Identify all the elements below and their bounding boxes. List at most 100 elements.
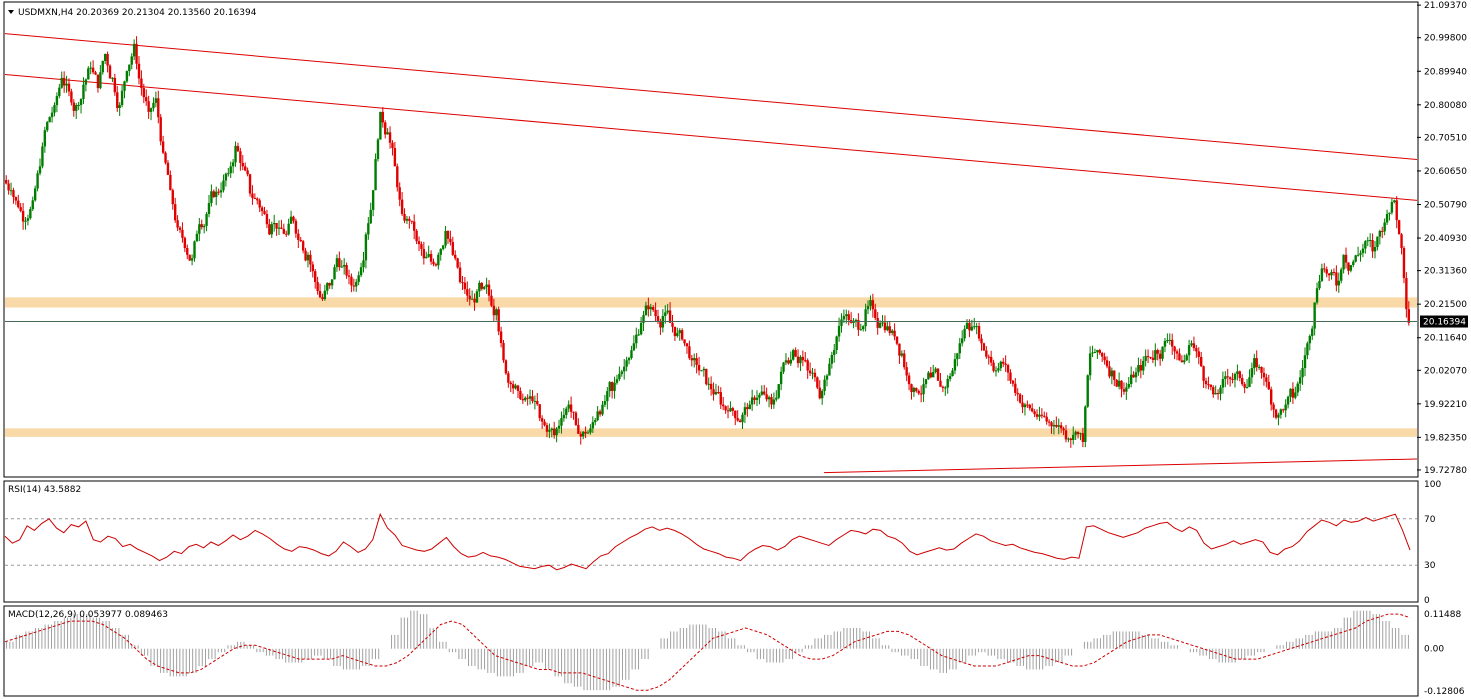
candle-body: [1006, 365, 1010, 373]
candle-body: [1388, 212, 1391, 214]
candle-body: [490, 295, 493, 306]
candle-body: [666, 310, 669, 313]
candle-body: [1132, 374, 1135, 378]
candle-body: [1187, 345, 1191, 356]
candle-body: [299, 239, 302, 242]
candle-body: [1079, 433, 1082, 435]
candle-body: [99, 72, 102, 89]
rsi-panel[interactable]: [3, 480, 1419, 603]
price-tick-label: 20.60650: [1424, 167, 1467, 177]
candle-body: [1267, 381, 1270, 390]
candle-body: [166, 162, 170, 175]
candle-body: [1405, 278, 1408, 310]
candle-body: [338, 258, 341, 268]
trendline[interactable]: [4, 33, 1418, 161]
candle-body: [659, 320, 662, 328]
candle-body: [1308, 335, 1312, 344]
candle-body: [560, 418, 563, 426]
candle-body: [335, 258, 339, 268]
candle-body: [985, 350, 988, 357]
candle-body: [734, 410, 737, 419]
candle-body: [1076, 431, 1080, 434]
candle-body: [992, 362, 995, 371]
candle-body: [1289, 388, 1292, 397]
candle-body: [1180, 360, 1184, 363]
candle-body: [1376, 236, 1379, 248]
candle-body: [721, 404, 725, 407]
candle-body: [1014, 383, 1017, 393]
candle-body: [565, 408, 568, 415]
candle-body: [161, 141, 165, 153]
candle-body: [615, 379, 619, 383]
candle-body: [246, 170, 249, 175]
candle-body: [386, 132, 389, 135]
candle-body: [425, 256, 428, 259]
candle-body: [1282, 409, 1285, 411]
candle-body: [915, 387, 918, 391]
candle-body: [142, 88, 146, 98]
candle-body: [907, 375, 911, 385]
candle-body: [1301, 368, 1304, 378]
candle-body: [275, 222, 278, 229]
candle-body: [58, 87, 61, 97]
candle-body: [1320, 268, 1324, 281]
candle-body: [1168, 339, 1171, 341]
candle-body: [594, 420, 597, 423]
macd-signal-line: [4, 613, 1411, 691]
candle-body: [671, 322, 674, 327]
candle-body: [601, 404, 604, 415]
candle-body: [96, 74, 100, 89]
candle-body: [475, 291, 479, 303]
candle-body: [596, 411, 599, 421]
candle-body: [557, 425, 561, 429]
candle-body: [154, 98, 158, 103]
candle-body: [924, 379, 928, 385]
trendline[interactable]: [823, 458, 1418, 474]
candle-body: [854, 319, 858, 322]
candle-body: [724, 406, 727, 411]
candle-body: [680, 330, 684, 340]
candle-body: [726, 410, 730, 412]
candle-body: [1161, 346, 1164, 359]
candle-body: [835, 336, 838, 351]
candle-body: [509, 382, 512, 385]
candle-body: [806, 360, 809, 371]
candle-body: [965, 322, 969, 329]
candle-body: [36, 173, 39, 189]
candle-body: [1272, 404, 1275, 410]
candle-body: [533, 400, 537, 402]
macd-panel[interactable]: [3, 605, 1419, 697]
candle-body: [393, 148, 397, 167]
candle-body: [683, 339, 686, 344]
rsi-tick-label: 70: [1424, 515, 1436, 525]
candle-body: [859, 329, 862, 331]
candle-body: [960, 338, 964, 344]
candle-body: [67, 83, 71, 92]
candle-body: [306, 254, 310, 261]
candle-body: [14, 197, 18, 201]
candle-body: [371, 190, 375, 210]
candle-body: [842, 316, 846, 320]
candle-body: [707, 383, 710, 385]
candle-body: [193, 241, 196, 259]
candle-body: [673, 326, 677, 337]
candle-body: [760, 391, 764, 395]
candle-body: [65, 83, 68, 86]
candle-body: [473, 298, 476, 303]
candle-body: [939, 380, 942, 387]
candle-body: [1347, 262, 1350, 271]
price-panel[interactable]: [3, 1, 1419, 478]
candle-body: [340, 266, 343, 268]
candle-body: [719, 392, 722, 405]
candle-body: [577, 424, 580, 434]
candle-body: [581, 431, 585, 437]
candle-body: [1209, 384, 1213, 388]
dropdown-triangle-icon[interactable]: [8, 10, 14, 14]
candle-body: [816, 377, 819, 388]
candle-body: [355, 281, 358, 287]
candle-body: [21, 210, 25, 222]
trendline[interactable]: [4, 73, 1418, 201]
candle-body: [977, 326, 981, 339]
candle-body: [422, 248, 426, 259]
